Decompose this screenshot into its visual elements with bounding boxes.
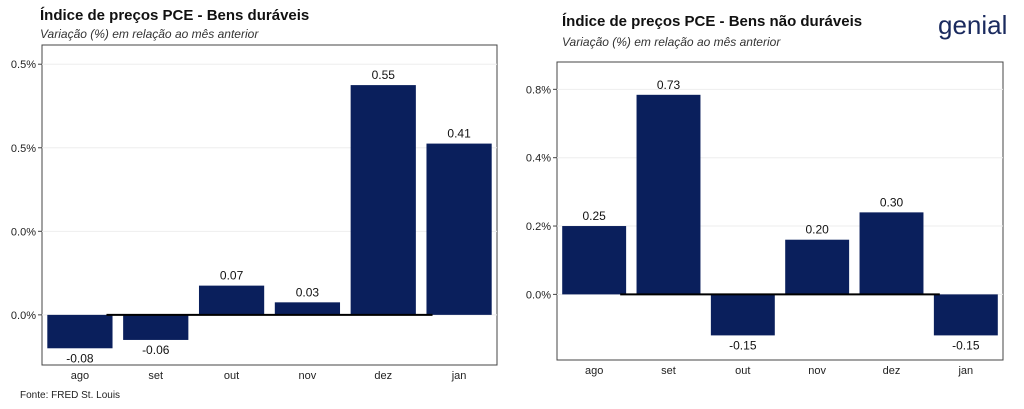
bar <box>123 314 189 340</box>
value-label: -0.08 <box>66 351 94 365</box>
x-tick-label: ago <box>585 365 603 377</box>
plot-frame <box>41 44 498 366</box>
value-label: 0.55 <box>372 68 396 82</box>
x-tick-label: nov <box>808 365 826 377</box>
chart-title: Índice de preços PCE - Bens duráveis <box>40 7 309 24</box>
bar <box>933 294 998 336</box>
bar <box>198 285 265 315</box>
value-label: 0.30 <box>880 195 904 209</box>
value-label: 0.07 <box>220 269 244 283</box>
bar <box>636 94 701 295</box>
x-tick-label: out <box>224 370 239 382</box>
x-tick-label: set <box>148 370 163 382</box>
chart-subtitle: Variação (%) em relação ao mês anterior <box>562 35 781 49</box>
y-tick-label: 0.8% <box>526 84 551 96</box>
value-label: -0.06 <box>142 343 170 357</box>
chart-subtitle: Variação (%) em relação ao mês anterior <box>40 27 259 41</box>
y-tick-label: 0.5% <box>11 143 36 155</box>
value-label: 0.41 <box>447 127 471 141</box>
source: Fonte: FRED St. Louis <box>20 390 120 401</box>
x-tick-label: dez <box>374 370 392 382</box>
x-tick-label: jan <box>451 370 467 382</box>
y-tick-label: 0.0% <box>526 289 551 301</box>
value-label: 0.20 <box>805 223 829 237</box>
bar <box>274 302 341 315</box>
bar <box>350 85 416 315</box>
y-tick-label: 0.5% <box>11 59 36 71</box>
bar <box>47 314 113 349</box>
bar <box>710 294 775 336</box>
x-tick-label: dez <box>883 365 901 377</box>
bar <box>562 226 627 295</box>
chart-title: Índice de preços PCE - Bens não duráveis <box>562 13 862 30</box>
x-tick-label: ago <box>71 370 89 382</box>
x-tick-label: nov <box>299 370 317 382</box>
x-tick-label: jan <box>957 365 973 377</box>
x-tick-label: set <box>661 365 676 377</box>
x-tick-label: out <box>735 365 750 377</box>
y-tick-label: 0.0% <box>11 226 36 238</box>
bar <box>785 239 850 295</box>
bar <box>426 143 492 315</box>
y-tick-label: 0.0% <box>11 310 36 322</box>
value-label: 0.73 <box>657 78 681 92</box>
value-label: 0.25 <box>582 209 606 223</box>
brand-logo: genial <box>938 10 1007 40</box>
y-tick-label: 0.2% <box>526 221 551 233</box>
value-label: -0.15 <box>729 338 757 352</box>
value-label: -0.15 <box>952 338 980 352</box>
bar <box>859 212 924 295</box>
plot-frame <box>556 61 1004 361</box>
value-label: 0.03 <box>296 285 320 299</box>
y-tick-label: 0.4% <box>526 153 551 165</box>
